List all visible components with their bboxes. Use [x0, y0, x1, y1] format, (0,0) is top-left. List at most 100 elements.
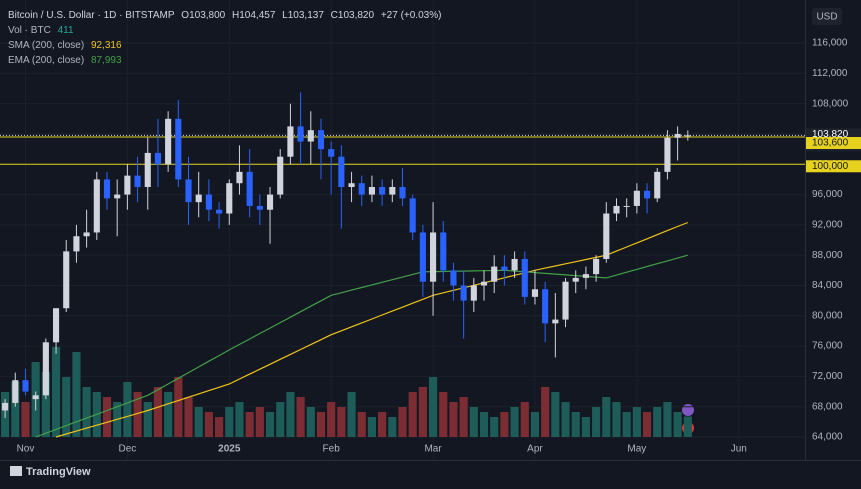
candle-body: [236, 171, 243, 184]
candle-body: [154, 152, 161, 165]
candle-body: [450, 270, 457, 286]
volume-bar: [541, 387, 550, 437]
legend-label: Vol · BTC: [8, 25, 51, 36]
candle-body: [83, 232, 90, 237]
x-tick-label: Dec: [118, 444, 136, 455]
volume-bar: [673, 412, 682, 437]
volume-bar: [388, 417, 397, 437]
volume-bar: [51, 347, 61, 437]
volume-bar: [581, 417, 590, 437]
volume-bar: [378, 412, 387, 437]
volume-bar: [408, 392, 417, 437]
volume-bar: [276, 402, 285, 437]
candle-body: [205, 194, 212, 210]
candle-body: [552, 319, 559, 324]
level-label: 103,600: [812, 138, 849, 149]
volume-bar: [592, 407, 601, 437]
volume-bar: [316, 412, 326, 437]
candle-body: [440, 232, 447, 271]
volume-bar: [622, 412, 631, 437]
legend-row: EMA (200, close) 87,993: [8, 53, 445, 68]
x-tick-label: Jun: [731, 444, 747, 455]
volume-bar: [102, 397, 112, 437]
legend-value: 92,316: [90, 40, 122, 51]
legend-row: SMA (200, close) 92,316: [8, 38, 445, 53]
y-tick-label: 80,000: [812, 310, 843, 321]
level-label: 100,000: [812, 161, 849, 172]
ohlc-open: O103,800: [181, 10, 226, 21]
volume-bar: [510, 407, 519, 437]
x-tick-label: Feb: [323, 444, 341, 455]
volume-bar: [225, 407, 234, 437]
y-tick-label: 68,000: [812, 401, 843, 412]
candle-body: [266, 194, 274, 210]
currency: USD: [816, 12, 837, 23]
candle-body: [195, 194, 202, 203]
volume-bar: [11, 382, 20, 437]
volume-bar: [255, 407, 264, 437]
candle-body: [593, 258, 600, 275]
level-box: [806, 137, 861, 149]
candle-body: [460, 285, 467, 301]
volume-bar: [123, 382, 132, 437]
candle-body: [501, 266, 508, 271]
volume-bar: [642, 412, 652, 437]
volume-bar: [204, 412, 213, 437]
volume-bar: [663, 402, 672, 437]
candle-body: [582, 274, 589, 278]
x-tick-label: Mar: [424, 444, 442, 455]
candle-body: [175, 118, 182, 180]
candle-body: [42, 342, 49, 396]
candle-body: [430, 232, 437, 282]
legend-value: 87,993: [90, 55, 122, 66]
ma-line: [35, 254, 688, 438]
volume-bar: [428, 377, 438, 437]
candle-body: [470, 285, 477, 301]
candle-body: [633, 190, 640, 206]
candle-body: [491, 266, 498, 282]
volume-bar: [306, 407, 315, 437]
ohlc-high: H104,457: [232, 10, 276, 21]
volume-bar: [530, 412, 540, 437]
last-price-label: 103,820: [812, 129, 849, 140]
logo: [10, 466, 22, 476]
volume-bar: [632, 407, 641, 437]
candle-body: [63, 251, 70, 309]
candle-body: [613, 205, 620, 214]
candle-body: [297, 126, 304, 142]
candle-body: [216, 209, 223, 214]
volume-bar: [612, 402, 621, 437]
event-icon[interactable]: [682, 404, 694, 416]
volume-bar: [153, 387, 163, 437]
volume-bar: [72, 352, 81, 437]
volume-bar: [683, 416, 692, 437]
candle-body: [12, 380, 19, 403]
y-tick-label: 72,000: [812, 371, 843, 382]
volume-bar: [245, 412, 254, 437]
candle-body: [399, 187, 406, 199]
candle-body: [277, 156, 284, 195]
volume-bar: [194, 407, 203, 437]
candle-body: [103, 179, 111, 199]
volume-bar: [561, 402, 570, 437]
volume-bar: [571, 412, 580, 437]
volume-bar: [133, 392, 142, 437]
candle-body: [684, 135, 691, 137]
y-tick-label: 116,000: [812, 38, 848, 49]
y-tick-label: 88,000: [812, 250, 843, 261]
candle-body: [368, 187, 375, 195]
change: +27 (+0.03%): [380, 10, 442, 21]
candle-body: [287, 126, 294, 157]
volume-bar: [164, 392, 173, 437]
y-tick-label: 84,000: [812, 280, 843, 291]
ohlc-close: C103,820: [330, 10, 375, 21]
volume-bar: [551, 392, 560, 437]
candle-body: [379, 187, 386, 195]
legend-value: 411: [57, 25, 74, 36]
candle-body: [144, 152, 151, 187]
currency-box: [812, 8, 842, 25]
candle-body: [93, 179, 100, 233]
y-tick-label: 92,000: [812, 220, 843, 231]
y-tick-label: 76,000: [812, 341, 843, 352]
